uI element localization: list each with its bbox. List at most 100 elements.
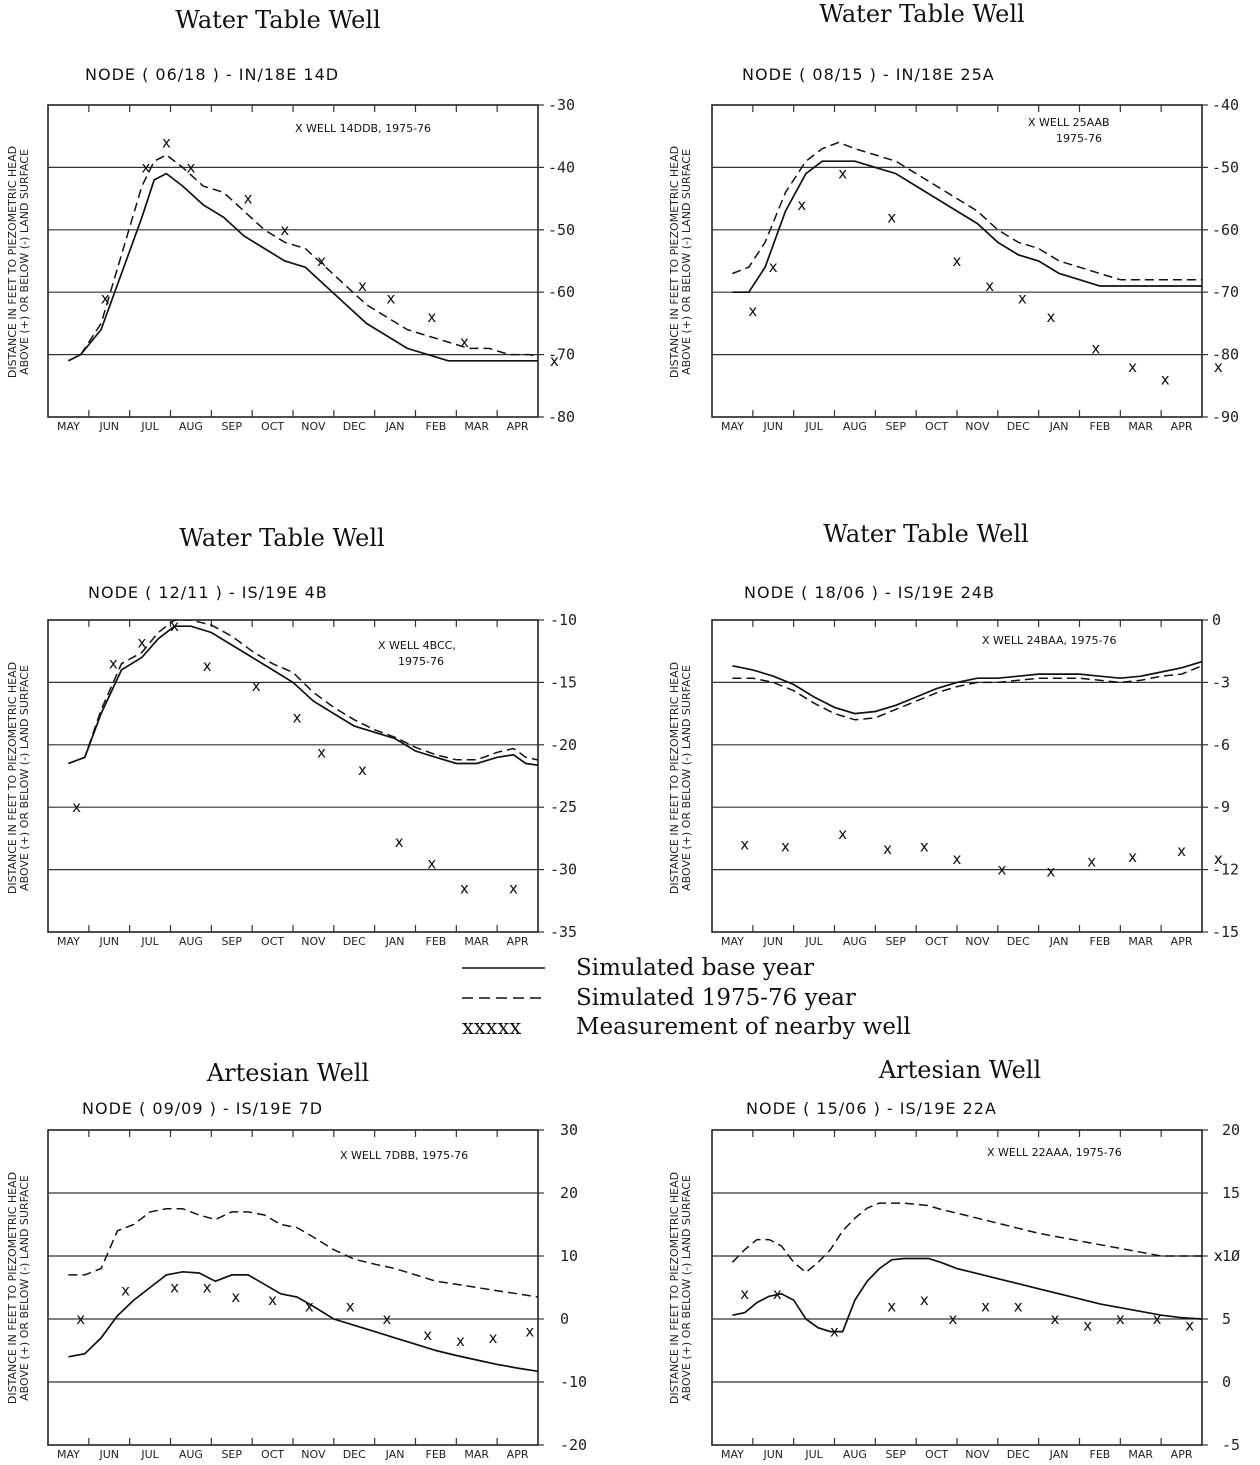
measurement-marker: x [887, 208, 896, 226]
measurement-marker: x [305, 1297, 314, 1315]
node-label: NODE ( 06/18 ) - IN/18E 14D [85, 65, 339, 84]
measurement-marker: x [1018, 289, 1027, 307]
y-tick-label: -9 [1212, 798, 1230, 816]
month-label: AUG [843, 1448, 867, 1461]
month-label: JUL [804, 935, 823, 948]
month-label: NOV [965, 1448, 990, 1461]
month-label: DEC [343, 1448, 366, 1461]
measurement-marker: x [76, 1310, 85, 1328]
y-tick-label: 0 [1212, 611, 1221, 629]
month-label: FEB [426, 935, 447, 948]
series-line-1975-76 [68, 1208, 538, 1298]
panel-6: Artesian Well NODE ( 15/06 ) - IS/19E 22A… [668, 1056, 1240, 1461]
measurement-marker: x [317, 252, 326, 270]
y-tick-label: 0 [1222, 1373, 1231, 1391]
panel-1: Water Table Well NODE ( 06/18 ) - IN/18E … [6, 6, 575, 433]
month-label: JUL [140, 1448, 159, 1461]
month-label: AUG [179, 935, 203, 948]
month-label: JUL [140, 420, 159, 433]
measurement-marker: x [887, 1297, 896, 1315]
measurement-marker: x [1161, 371, 1170, 389]
plot-frame [711, 1129, 1203, 1446]
y-tick-label: -40 [1212, 96, 1239, 114]
month-label: SEP [885, 935, 906, 948]
measurement-marker: x [1128, 358, 1137, 376]
y-tick-label: -15 [1212, 923, 1239, 941]
month-label: DEC [1007, 420, 1030, 433]
month-label: OCT [261, 935, 284, 948]
measurement-marker: x [781, 838, 790, 856]
y-tick-label: 5 [1222, 1310, 1231, 1328]
measurement-marker: x [137, 633, 146, 651]
measurement-marker: x [358, 761, 367, 779]
measurement-marker: x [244, 190, 253, 208]
month-label: OCT [925, 935, 948, 948]
month-label: SEP [885, 420, 906, 433]
measurement-marker: x [460, 333, 469, 351]
series-line-1975-76 [731, 1202, 1202, 1274]
measurement-marker: x [773, 1285, 782, 1303]
month-label: MAR [1128, 420, 1153, 433]
y-axis-label: ABOVE (+) OR BELOW (-) LAND SURFACE [680, 1175, 693, 1401]
y-tick-label: -60 [1212, 221, 1239, 239]
measurement-marker: x [1091, 339, 1100, 357]
month-label: OCT [261, 1448, 284, 1461]
measurement-marker: x [525, 1323, 534, 1341]
panel-title: Water Table Well [819, 0, 1024, 28]
measurement-marker: x [838, 825, 847, 843]
series-line-1975-76 [68, 620, 538, 765]
month-label: APR [1171, 935, 1193, 948]
legend-label: Simulated 1975-76 year [576, 985, 856, 1011]
measurement-marker: x [346, 1297, 355, 1315]
month-label: JAN [385, 420, 405, 433]
measurement-marker: x [830, 1323, 839, 1341]
measurement-marker: x [797, 196, 806, 214]
y-axis-label: ABOVE (+) OR BELOW (-) LAND SURFACE [680, 665, 693, 891]
node-label: NODE ( 09/09 ) - IS/19E 7D [82, 1099, 323, 1118]
y-tick-label: -90 [1212, 408, 1239, 426]
month-label: APR [1171, 420, 1193, 433]
measurement-marker: x [460, 879, 469, 897]
y-tick-label: 0 [560, 1310, 569, 1328]
measurement-marker: x [550, 352, 559, 370]
month-label: AUG [843, 935, 867, 948]
measurement-marker: x [252, 677, 261, 695]
y-tick-label: -40 [548, 158, 575, 176]
y-axis-label: ABOVE (+) OR BELOW (-) LAND SURFACE [680, 149, 693, 375]
measurement-marker: x [231, 1288, 240, 1306]
measurement-marker: x [170, 617, 179, 635]
well-label-year: 1975-76 [1056, 132, 1102, 145]
month-label: MAY [721, 1448, 744, 1461]
well-label: X WELL 24BAA, 1975-76 [982, 634, 1116, 647]
node-label: NODE ( 18/06 ) - IS/19E 24B [744, 583, 995, 602]
month-label: AUG [179, 1448, 203, 1461]
measurement-marker: x [317, 743, 326, 761]
month-label: FEB [426, 1448, 447, 1461]
month-label: JAN [1049, 420, 1069, 433]
measurement-marker: x [203, 1279, 212, 1297]
measurement-marker: x [387, 289, 396, 307]
measurement-marker: x [162, 133, 171, 151]
month-label: JUL [140, 935, 159, 948]
month-label: MAR [464, 420, 489, 433]
measurement-marker: x [1046, 308, 1055, 326]
measurement-marker: x [740, 1285, 749, 1303]
measurement-marker: x [1083, 1316, 1092, 1334]
y-tick-label: -12 [1212, 861, 1239, 879]
month-label: MAR [464, 935, 489, 948]
measurement-marker: x [72, 798, 81, 816]
month-label: OCT [261, 420, 284, 433]
measurement-marker: x [509, 879, 518, 897]
month-label: DEC [343, 420, 366, 433]
measurement-marker: x [953, 252, 962, 270]
measurement-marker: x [280, 221, 289, 239]
series-line-base-year [68, 172, 538, 362]
measurement-marker: x [838, 165, 847, 183]
month-label: APR [1171, 1448, 1193, 1461]
y-axis-label: DISTANCE IN FEET TO PIEZOMETRIC HEAD [6, 662, 19, 894]
month-label: SEP [221, 1448, 242, 1461]
y-tick-label: 30 [560, 1121, 578, 1139]
legend: Simulated base year Simulated 1975-76 yea… [462, 955, 911, 1040]
node-label: NODE ( 08/15 ) - IN/18E 25A [742, 65, 995, 84]
month-label: MAR [1128, 935, 1153, 948]
